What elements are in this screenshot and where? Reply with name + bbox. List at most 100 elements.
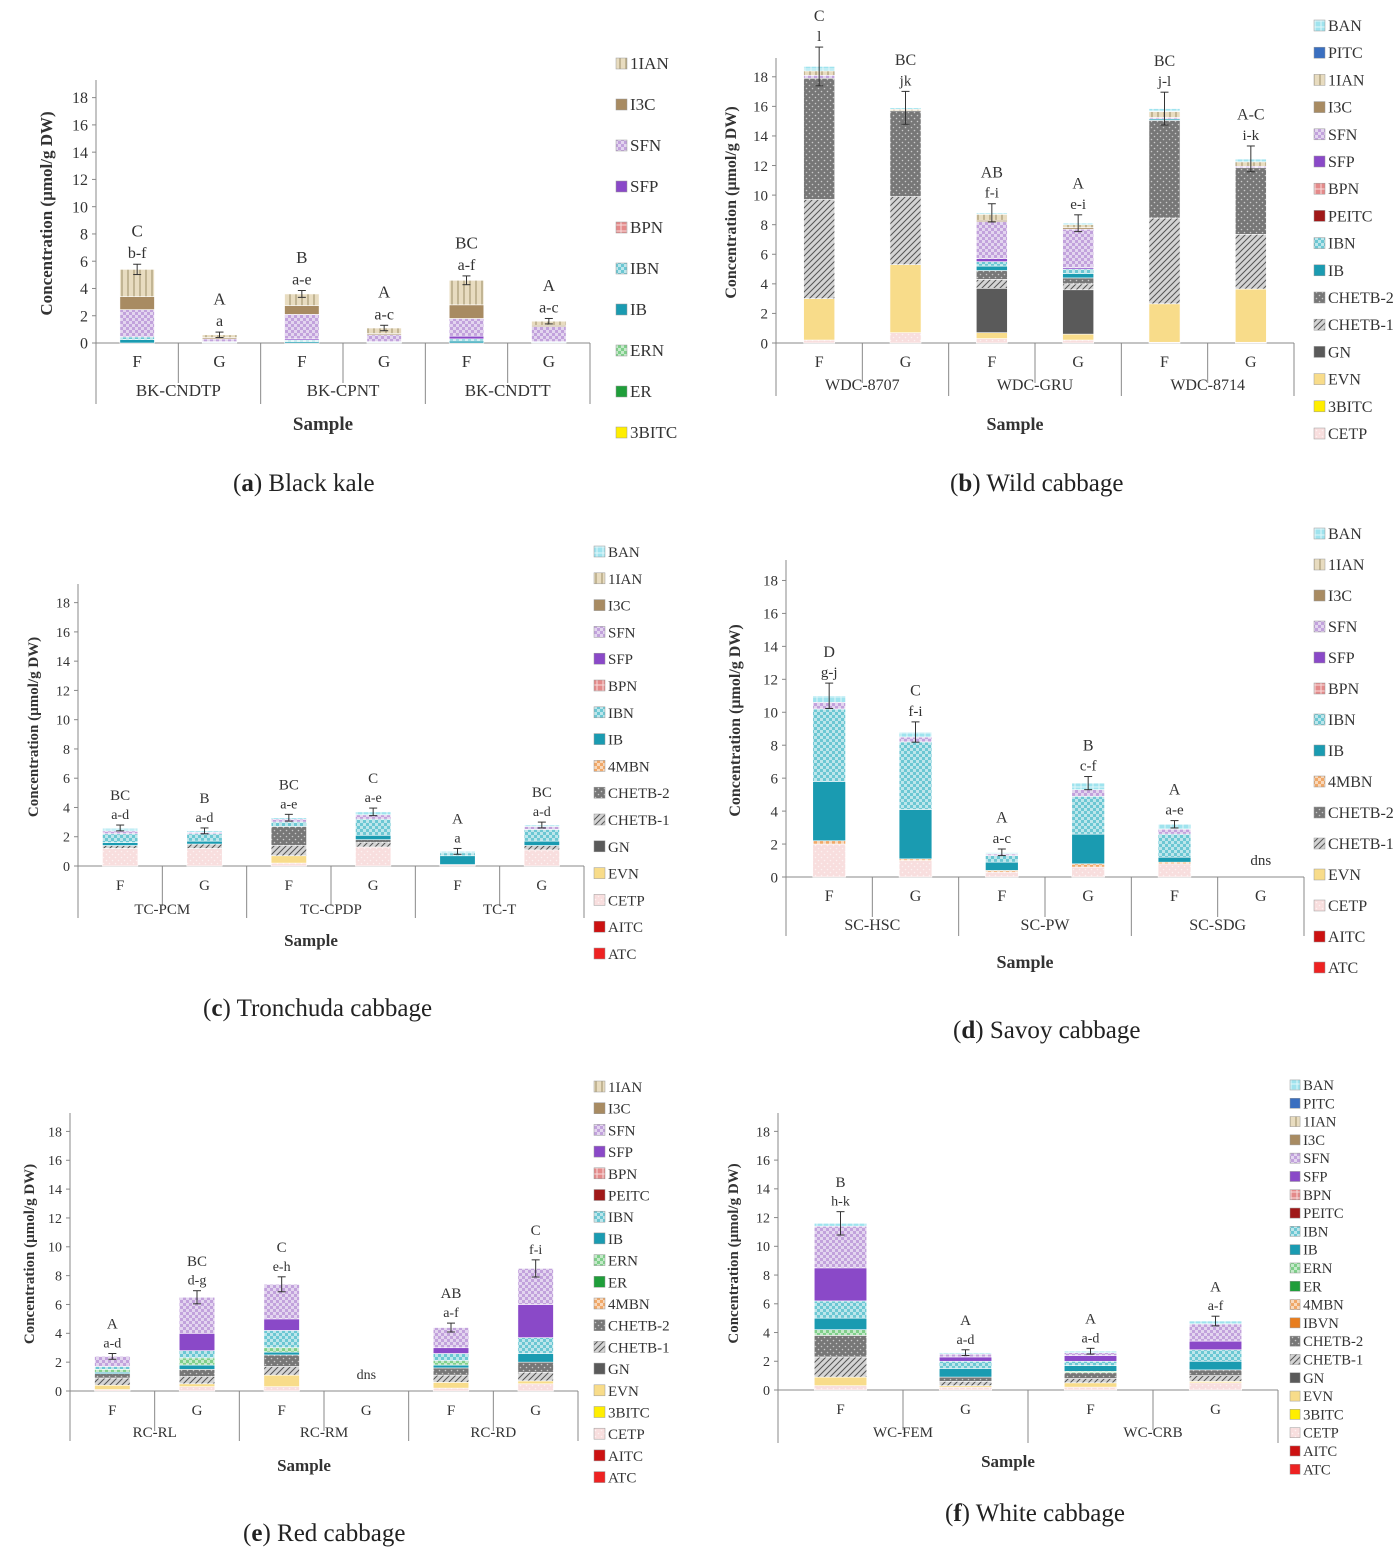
bar-segment-chetb-2 [813,1335,868,1358]
caption-a-text: Black kale [268,470,375,497]
bar-segment-chetb-2 [432,1367,470,1376]
legend-swatch-4mbn [593,760,606,772]
x-category-label: G [1255,888,1267,905]
bar-segment-sfp [813,1267,868,1302]
legend-label: IBN [608,706,634,722]
y-tick-label: 0 [63,860,70,875]
legend-label: GN [1328,344,1352,361]
legend-swatch-gn [1289,1372,1301,1384]
y-tick-label: 6 [771,771,779,787]
bar-segment-ib [1063,1365,1118,1372]
legend-label: 4MBN [1303,1298,1344,1314]
bar-segment-sfp [517,1304,554,1338]
x-category-label: F [825,888,834,905]
bar-segment-ib [1062,273,1095,279]
y-tick-label: 10 [48,1241,62,1256]
legend-swatch-evn [593,867,606,879]
x-category-label: G [361,1403,372,1419]
y-tick-label: 16 [48,1154,62,1169]
legend-label: ATC [608,1471,636,1487]
legend-swatch-3bitc [1313,400,1326,413]
legend-swatch-i3c [615,98,628,111]
legend-label: 1IAN [608,1080,642,1096]
legend-label: 1IAN [1328,557,1365,574]
legend-swatch-ibvn [1289,1317,1301,1329]
legend-label: AITC [1303,1444,1337,1460]
y-tick-label: 12 [56,684,70,699]
y-axis-label: Concentration (µmol/g DW) [723,106,740,298]
bar-segment-sfp [1188,1340,1243,1351]
bar-segment-chetb-1 [355,842,392,848]
legend-label: PEITC [608,1189,650,1205]
legend-swatch-ib [1289,1244,1301,1255]
x-category-label: F [815,354,824,371]
significance-uppercase: B [835,1175,845,1191]
legend-swatch-ibn [615,262,628,275]
bar-segment-i3c [284,305,320,315]
legend-label: IB [1328,743,1344,760]
significance-lowercase: a-d [111,808,129,823]
y-tick-label: 0 [55,1385,62,1400]
bar-segment-chetb-1 [1148,217,1181,305]
significance-lowercase: a-d [1082,1331,1100,1346]
legend-label: SFP [630,177,658,196]
legend-swatch-1ian [1289,1116,1301,1127]
legend-label: I3C [1328,100,1352,117]
legend-label: EVN [1328,372,1361,389]
legend-swatch-sfn [615,139,628,152]
bar-segment-ibn [1188,1349,1243,1362]
legend-swatch-sfn [1313,620,1326,633]
y-tick-label: 4 [763,1326,770,1341]
bar-segment-gn [1062,289,1095,335]
bar-segment-chetb-2 [975,270,1008,280]
x-group-label: SC-PW [1021,917,1071,934]
bar-segment-sfn [119,309,155,338]
x-category-label: F [1086,1402,1094,1418]
legend-swatch-3bitc [1289,1409,1301,1420]
chart-d-svg: 0 2 4 6 8 10 12 14 16 18 Concentration (µmol/g DW)… [727,526,1394,977]
legend-label: 1IAN [630,54,669,73]
x-category-label: F [108,1403,116,1419]
bar-segment-chetb-1 [263,1366,300,1376]
caption-f-text: White cabbage [975,1500,1125,1527]
bar-segment-evn [1148,303,1181,343]
significance-lowercase: i-k [1242,128,1259,144]
x-category-label: G [1245,354,1257,371]
x-group-label: TC-PCM [134,902,190,918]
legend-label: SFP [1328,650,1355,667]
bar-segment-sfp [263,1318,300,1331]
x-group-label: RC-RL [133,1425,177,1441]
y-tick-label: 6 [80,254,88,271]
bar-segment-ib [517,1353,554,1363]
legend-label: BPN [608,679,637,695]
x-category-label: G [900,354,912,371]
legend-label: ERN [1303,1261,1333,1277]
y-tick-label: 4 [771,804,779,820]
x-category-label: G [960,1402,971,1418]
chart-f-svg: 0 2 4 6 8 10 12 14 16 18 Concentration (µmol/g DW)… [726,1078,1363,1478]
y-tick-label: 18 [72,90,88,107]
legend-label: AITC [608,920,643,936]
bar-segment-sfn [975,221,1008,260]
bar-segment-ib [432,1364,470,1369]
significance-lowercase: a-c [374,306,394,323]
y-tick-label: 12 [72,172,88,189]
caption-a: (a) Black kale [233,470,375,497]
significance-lowercase: jk [899,73,912,89]
y-axis-label: Concentration (µmol/g DW) [22,1164,38,1344]
y-tick-label: 12 [756,1211,770,1226]
x-group-label: SC-HSC [844,917,900,934]
x-group-label: BK-CPNT [307,381,380,400]
legend-swatch-1ian [1313,74,1326,86]
legend-swatch-chetb-2 [1313,291,1326,304]
legend-label: CHETB-1 [1303,1353,1363,1369]
bar-segment-ern [432,1360,470,1366]
bar-segment-ibn [938,1360,993,1369]
significance-lowercase: dns [357,1368,376,1383]
y-tick-label: 6 [761,248,769,264]
x-group-label: SC-SDG [1189,917,1246,934]
legend-swatch-sfn [593,626,606,638]
significance-uppercase: A [1072,176,1084,193]
significance-uppercase: A [213,289,226,308]
legend-label: PEITC [1328,208,1372,225]
